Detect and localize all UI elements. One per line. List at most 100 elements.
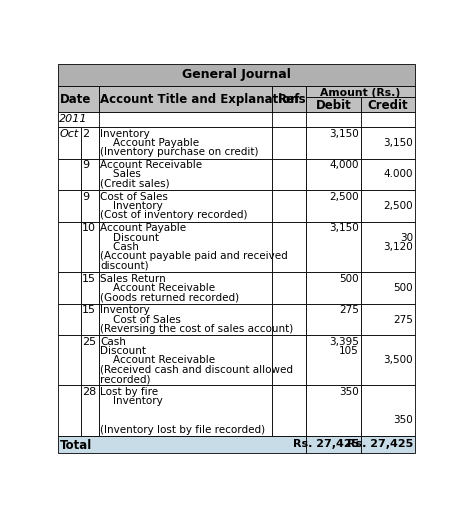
Text: 500: 500 [394, 283, 413, 293]
Text: 3,500: 3,500 [384, 356, 413, 366]
Bar [361, 127, 415, 159]
Bar [99, 304, 272, 335]
Bar [58, 385, 81, 436]
Bar [306, 190, 361, 222]
Text: 3,150: 3,150 [329, 128, 359, 138]
Text: (Cost of inventory recorded): (Cost of inventory recorded) [100, 211, 248, 220]
Bar [99, 127, 272, 159]
Bar [58, 190, 81, 222]
Bar [81, 127, 99, 159]
Bar [361, 272, 415, 304]
Bar [58, 127, 81, 159]
Text: Inventory: Inventory [100, 396, 163, 407]
Text: 3,150: 3,150 [384, 138, 413, 148]
Text: 275: 275 [393, 315, 413, 324]
Text: Amount (Rs.): Amount (Rs.) [320, 88, 401, 98]
Bar [58, 335, 81, 385]
Bar [306, 436, 361, 453]
Bar [361, 436, 415, 453]
Text: Account Receivable: Account Receivable [100, 283, 215, 293]
Bar [99, 222, 272, 272]
Text: 2,500: 2,500 [384, 201, 413, 211]
Bar [81, 335, 99, 385]
Bar [58, 112, 415, 127]
Text: Inventory: Inventory [100, 201, 163, 211]
Text: 3,120: 3,120 [384, 242, 413, 252]
Text: 105: 105 [339, 346, 359, 356]
Text: General Journal: General Journal [182, 68, 291, 81]
Text: 25: 25 [82, 336, 96, 347]
Bar [58, 304, 81, 335]
Text: Total: Total [59, 439, 92, 452]
Text: Ref: Ref [278, 93, 300, 106]
Text: 2: 2 [82, 128, 89, 138]
Bar [81, 190, 99, 222]
Bar [272, 159, 306, 190]
Bar [306, 335, 361, 385]
Text: Rs. 27,425: Rs. 27,425 [347, 439, 413, 449]
Text: 28: 28 [82, 387, 96, 397]
Bar [361, 222, 415, 272]
Bar [99, 190, 272, 222]
Text: Inventory: Inventory [100, 305, 150, 315]
Bar [58, 272, 81, 304]
Text: 9: 9 [82, 192, 89, 202]
Text: (Inventory lost by file recorded): (Inventory lost by file recorded) [100, 424, 265, 435]
Text: (Received cash and discount allowed: (Received cash and discount allowed [100, 365, 293, 375]
Bar [272, 190, 306, 222]
Text: Sales Return: Sales Return [100, 274, 166, 283]
Text: Rs. 27,425: Rs. 27,425 [293, 439, 359, 449]
Bar [306, 86, 415, 97]
Bar [99, 272, 272, 304]
Text: Cost of Sales: Cost of Sales [100, 192, 168, 202]
Bar [99, 385, 272, 436]
Text: Inventory: Inventory [100, 128, 150, 138]
Bar [81, 304, 99, 335]
Bar [272, 86, 306, 112]
Bar [361, 159, 415, 190]
Text: Account Receivable: Account Receivable [100, 160, 202, 170]
Bar [272, 127, 306, 159]
Bar [306, 97, 361, 112]
Bar [99, 335, 272, 385]
Bar [361, 304, 415, 335]
Text: 3,395: 3,395 [329, 336, 359, 347]
Text: Cash: Cash [100, 242, 139, 252]
Bar [272, 335, 306, 385]
Text: Oct: Oct [59, 128, 79, 138]
Bar [306, 127, 361, 159]
Bar [58, 222, 81, 272]
Text: (Inventory purchase on credit): (Inventory purchase on credit) [100, 147, 259, 158]
Bar [361, 190, 415, 222]
Bar [306, 272, 361, 304]
Text: Account Payable: Account Payable [100, 138, 199, 148]
Text: 3,150: 3,150 [329, 223, 359, 233]
Bar [361, 97, 415, 112]
Bar [81, 222, 99, 272]
Text: Debit: Debit [315, 98, 351, 111]
Text: 4,000: 4,000 [329, 160, 359, 170]
Bar [81, 385, 99, 436]
Text: Date: Date [59, 93, 91, 106]
Text: Credit: Credit [367, 98, 408, 111]
Text: Lost by fire: Lost by fire [100, 387, 158, 397]
Text: Cash: Cash [100, 336, 126, 347]
Text: 15: 15 [82, 305, 96, 315]
Text: 275: 275 [339, 305, 359, 315]
Bar [58, 64, 415, 86]
Text: (Goods returned recorded): (Goods returned recorded) [100, 292, 239, 302]
Text: 10: 10 [82, 223, 96, 233]
Text: (Reversing the cost of sales account): (Reversing the cost of sales account) [100, 324, 293, 334]
Text: Account Receivable: Account Receivable [100, 356, 215, 366]
Bar [81, 159, 99, 190]
Text: Account Title and Explanations: Account Title and Explanations [100, 93, 306, 106]
Text: Cost of Sales: Cost of Sales [100, 315, 181, 324]
Bar [58, 159, 81, 190]
Text: 9: 9 [82, 160, 89, 170]
Bar [272, 385, 306, 436]
Text: 2011: 2011 [59, 114, 88, 124]
Bar [58, 86, 99, 112]
Text: 350: 350 [339, 387, 359, 397]
Bar [306, 385, 361, 436]
Bar [272, 272, 306, 304]
